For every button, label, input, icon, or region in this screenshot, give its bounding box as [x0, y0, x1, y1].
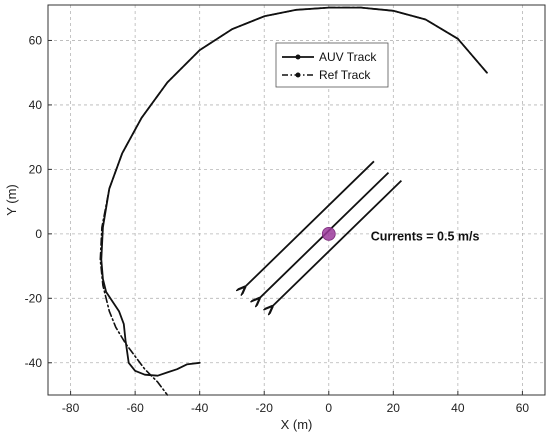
legend-box	[275, 42, 389, 88]
currents-annotation: Currents = 0.5 m/s	[371, 229, 480, 243]
x-tick-label: -60	[126, 401, 144, 415]
x-tick-label: 20	[387, 401, 401, 415]
ref-track-line	[99, 6, 488, 396]
data-layer: Currents = 0.5 m/s	[99, 6, 488, 396]
vehicle-marker	[321, 226, 336, 241]
x-tick-label: 0	[325, 401, 332, 415]
current-arrow	[245, 160, 375, 287]
axis-layer: -80 -60 -40 -20 0 20 40 60 -40 -20 0 20 40 60 X (m) Y (…	[4, 4, 546, 432]
y-tick-label: 40	[29, 98, 43, 112]
y-tick-label: 0	[35, 227, 42, 241]
y-axis-label: Y (m)	[4, 184, 19, 216]
y-tick-label: 60	[29, 33, 43, 47]
current-arrow	[272, 180, 403, 307]
x-tick-label: -40	[191, 401, 209, 415]
x-tick-label: 60	[516, 401, 530, 415]
x-tick-label: 40	[451, 401, 465, 415]
x-tick-label: -20	[256, 401, 274, 415]
y-tick-label: -20	[25, 291, 43, 305]
legend-label-ref: Ref Track	[319, 68, 371, 82]
legend-label-auv: AUV Track	[319, 50, 377, 64]
x-tick-label: -80	[62, 401, 80, 415]
y-tick-label: -40	[25, 356, 43, 370]
plot-frame	[47, 4, 546, 396]
legend: AUV Track Ref Track	[275, 42, 389, 88]
legend-dot-auv	[295, 54, 301, 60]
x-axis-label: X (m)	[281, 417, 313, 432]
legend-dot-ref	[295, 72, 301, 78]
y-tick-label: 20	[29, 162, 43, 176]
